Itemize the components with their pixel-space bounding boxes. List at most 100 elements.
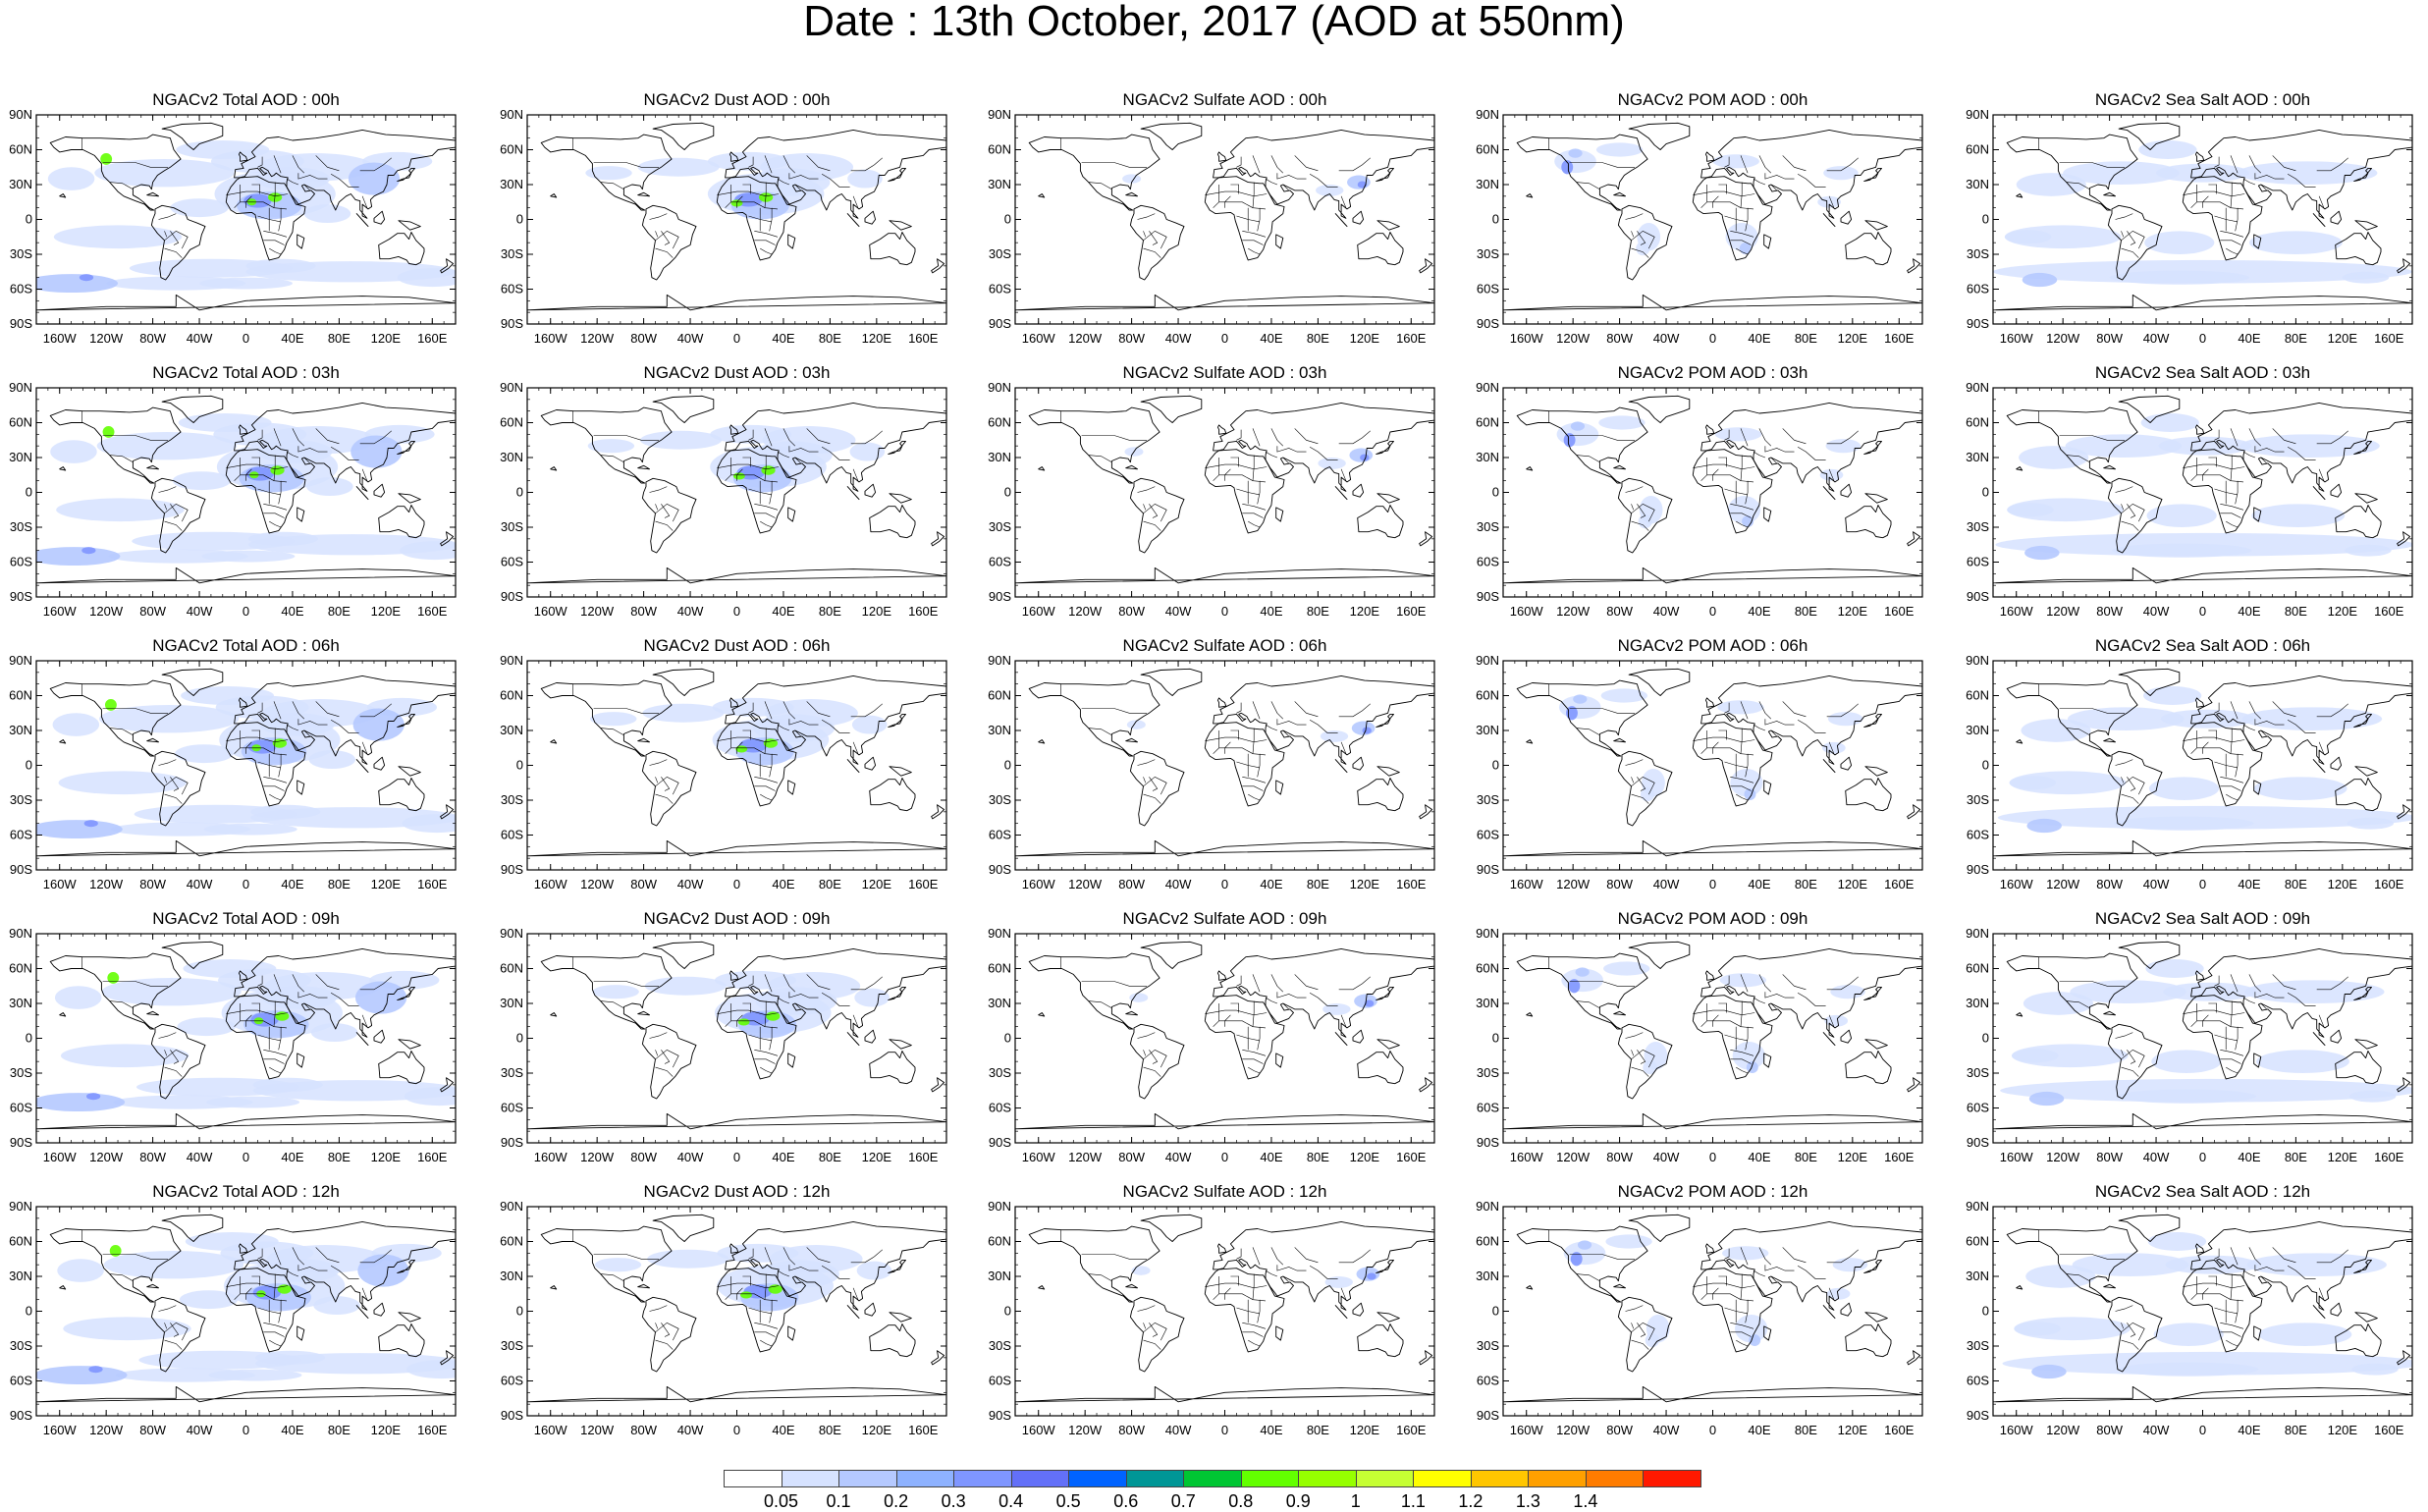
coastline bbox=[2253, 507, 2262, 522]
map-panel-total-4: NGACv2 Total AOD : 12h 90N 60N 30N 0 30S 60S 90… bbox=[0, 1182, 491, 1457]
lon-tick-label: 40W bbox=[1165, 331, 1192, 346]
country-border bbox=[764, 701, 773, 720]
lat-tick-label: 0 bbox=[1982, 212, 1989, 227]
country-border bbox=[1252, 701, 1261, 720]
lon-tick-label: 160E bbox=[2374, 877, 2404, 891]
country-border bbox=[1143, 230, 1167, 249]
country-border bbox=[1242, 777, 1267, 783]
country-border bbox=[794, 1275, 801, 1283]
map-panel-pom-2: NGACv2 POM AOD : 06h 90N 60N 30N 0 30S 60S 90S 1… bbox=[1467, 636, 1958, 911]
coastline bbox=[2335, 505, 2382, 539]
lon-tick-label: 80W bbox=[630, 877, 657, 891]
coastline bbox=[234, 675, 456, 765]
coastline bbox=[1419, 1077, 1433, 1093]
country-border bbox=[1828, 1014, 1835, 1027]
aod-region bbox=[2138, 140, 2197, 159]
country-border bbox=[655, 231, 659, 238]
lat-tick-label: 90S bbox=[10, 589, 32, 604]
lon-tick-label: 40E bbox=[1260, 877, 1282, 891]
map-panel-seasalt-0: NGACv2 Sea Salt AOD : 00h 90N 60N 30N 0 30S 60… bbox=[1957, 90, 2428, 365]
country-border bbox=[2316, 1249, 2348, 1264]
lon-tick-label: 160E bbox=[2374, 331, 2404, 346]
lon-tick-label: 80E bbox=[819, 1423, 841, 1437]
country-border bbox=[2196, 474, 2244, 483]
aod-region bbox=[2147, 1232, 2207, 1251]
coastline bbox=[1503, 1385, 1922, 1403]
country-border bbox=[1736, 247, 1749, 255]
lon-tick-label: 120W bbox=[580, 877, 615, 891]
lat-tick-label: 30N bbox=[1966, 450, 1989, 464]
coastline bbox=[1038, 193, 1046, 198]
country-border bbox=[1224, 468, 1231, 481]
coastline bbox=[2330, 1302, 2343, 1317]
country-border bbox=[102, 708, 168, 714]
country-border bbox=[286, 178, 299, 186]
country-border bbox=[852, 1014, 859, 1027]
coastline bbox=[2016, 1285, 2023, 1290]
coastline bbox=[1993, 294, 2412, 311]
coastline bbox=[889, 1312, 912, 1323]
coastline bbox=[1840, 1302, 1853, 1317]
coastline bbox=[146, 191, 159, 197]
country-border bbox=[764, 728, 767, 754]
coastline bbox=[1613, 737, 1626, 743]
lon-tick-label: 0 bbox=[1221, 331, 1228, 346]
country-border bbox=[1753, 1269, 1766, 1277]
country-border bbox=[273, 1000, 276, 1027]
lat-tick-label: 0 bbox=[26, 1031, 32, 1046]
country-border bbox=[1736, 520, 1749, 528]
colorbar-swatch bbox=[953, 1470, 1012, 1487]
aod-region bbox=[2011, 1049, 2059, 1063]
country-border bbox=[1143, 1050, 1147, 1056]
coastline bbox=[59, 739, 67, 744]
aod-region bbox=[847, 169, 883, 189]
lat-tick-label: 60N bbox=[9, 415, 32, 430]
country-border bbox=[649, 486, 668, 493]
panel-title: NGACv2 Sea Salt AOD : 06h bbox=[2094, 636, 2311, 655]
country-border bbox=[2059, 162, 2125, 168]
country-border bbox=[1758, 974, 1772, 993]
country-border bbox=[769, 1299, 773, 1323]
country-border bbox=[2220, 1058, 2241, 1064]
country-border bbox=[655, 503, 679, 522]
lon-tick-label: 40W bbox=[187, 1150, 213, 1164]
lon-tick-label: 160W bbox=[1510, 877, 1544, 891]
colorbar-label: 1 bbox=[1350, 1491, 1361, 1511]
country-border bbox=[1088, 182, 1112, 189]
country-border bbox=[2183, 190, 2245, 197]
country-border bbox=[361, 195, 368, 208]
country-border bbox=[782, 428, 796, 447]
coastline bbox=[225, 995, 306, 1080]
coastline bbox=[1038, 466, 1046, 471]
lon-tick-label: 80E bbox=[1795, 604, 1817, 619]
coastline bbox=[1822, 1305, 1836, 1320]
coastline bbox=[864, 210, 877, 225]
country-border bbox=[806, 1247, 831, 1264]
coastline bbox=[2016, 1012, 2023, 1017]
country-border bbox=[2260, 1002, 2267, 1010]
lon-tick-label: 160W bbox=[43, 1423, 78, 1437]
aod-region bbox=[1129, 993, 1149, 1002]
lat-tick-label: 90N bbox=[1966, 380, 1989, 395]
aod-field bbox=[1015, 668, 1434, 857]
map-panel-pom-1: NGACv2 POM AOD : 03h 90N 60N 30N 0 30S 60S 90S 1… bbox=[1467, 363, 1958, 638]
country-border bbox=[2208, 729, 2218, 740]
coastline bbox=[1129, 204, 1185, 281]
country-border bbox=[742, 457, 752, 467]
aod-region bbox=[640, 430, 723, 450]
colorbar-swatch bbox=[1528, 1470, 1587, 1487]
aod-region bbox=[2153, 1323, 2224, 1346]
country-border bbox=[2066, 728, 2090, 735]
aod-field bbox=[1993, 1214, 2412, 1403]
lon-tick-label: 80W bbox=[2096, 1150, 2123, 1164]
country-border bbox=[2230, 1273, 2233, 1300]
aod-region bbox=[36, 547, 121, 567]
coastline bbox=[1863, 713, 1882, 728]
lon-tick-label: 120E bbox=[862, 331, 892, 346]
country-border bbox=[1631, 1322, 1655, 1341]
colorbar-swatch bbox=[781, 1470, 840, 1487]
country-border bbox=[2190, 185, 2197, 208]
coastline bbox=[931, 258, 945, 274]
lat-tick-label: 90S bbox=[10, 1135, 32, 1150]
